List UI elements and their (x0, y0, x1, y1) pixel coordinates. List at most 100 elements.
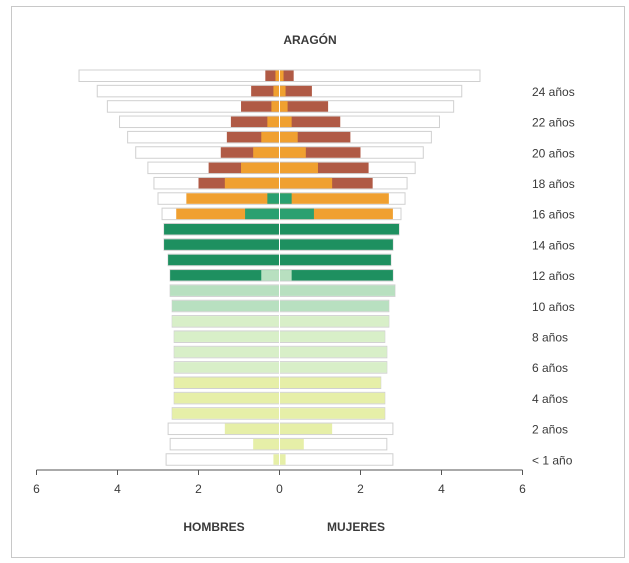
age-label: 20 años (532, 146, 575, 160)
bar-men-seg0-age-12 (170, 270, 280, 281)
bar-women-seg0-age-12 (279, 270, 393, 281)
bar-men-seg0-age-23 (241, 101, 280, 112)
bar-men-seg1-age-17 (267, 193, 280, 204)
bar-men-seg0-age-7 (174, 346, 280, 358)
bar-women-seg0-age-4 (279, 392, 385, 404)
bar-men-seg0-age-20 (220, 147, 280, 158)
age-label: 14 años (532, 238, 575, 252)
age-label: 10 años (532, 300, 575, 314)
women-label: MUJERES (327, 520, 385, 534)
bar-women-seg0-age-24 (279, 85, 312, 97)
bar-women-seg0-age-1 (279, 438, 304, 450)
bar-women-seg1-age-24 (279, 85, 286, 97)
bar-men-seg0-age-9 (172, 316, 280, 327)
bar-men-total-age-25 (78, 69, 281, 82)
bar-men-seg1-age-19 (241, 162, 280, 174)
bar-women-seg0-age-3 (279, 408, 385, 419)
bar-men-seg0-age-13 (168, 254, 280, 266)
age-label: 12 años (532, 269, 575, 283)
x-tick-label: 2 (357, 482, 364, 496)
chart-frame (11, 6, 625, 558)
bar-men-seg0-age-3 (172, 408, 280, 419)
bar-women-seg0-age-11 (279, 285, 395, 296)
bar-men-seg1-age-16 (245, 208, 280, 220)
age-label: 18 años (532, 177, 575, 191)
x-tick-label: 6 (33, 482, 40, 496)
bar-women-seg0-age-16 (279, 208, 393, 220)
x-tick-label: 2 (195, 482, 202, 496)
bar-women-seg1-age-16 (279, 208, 314, 220)
bar-women-seg0-age-23 (279, 101, 329, 112)
bar-men-seg0-age-5 (174, 377, 280, 388)
bar-women-seg1-age-17 (279, 193, 292, 204)
bar-men-seg0-age-2 (224, 423, 280, 435)
bar-women-seg0-age-13 (279, 254, 391, 266)
x-tick-label: 0 (276, 482, 283, 496)
bar-men-seg1-age-23 (271, 101, 280, 112)
bar-women-seg0-age-20 (279, 147, 361, 158)
age-label: 16 años (532, 208, 575, 222)
age-label: 8 años (532, 330, 568, 344)
bar-men-seg0-age-25 (265, 70, 280, 81)
age-label: < 1 año (532, 453, 573, 467)
age-label: 22 años (532, 116, 575, 130)
bar-men-seg0-age-1 (253, 438, 280, 450)
x-axis: 6 4 2 0 2 4 6 (33, 469, 526, 496)
bar-men-seg1-age-18 (224, 177, 280, 189)
bar-women-seg1-age-18 (279, 177, 333, 189)
bar-men-seg0-age-16 (176, 208, 280, 220)
bar-men-seg0-age-21 (226, 131, 280, 143)
bar-women-seg1-age-25 (279, 70, 284, 81)
bar-men-seg0-age-0 (273, 454, 280, 465)
bar-men-seg0-age-14 (164, 239, 280, 250)
bar-women-seg0-age-8 (279, 331, 385, 342)
bar-women-seg0-age-10 (279, 300, 389, 312)
bar-women-seg0-age-2 (279, 423, 333, 435)
bar-women-seg0-age-17 (279, 193, 389, 204)
bar-men-seg1-age-24 (273, 85, 280, 97)
bar-women-seg1-age-22 (279, 116, 292, 128)
men-label: HOMBRES (183, 520, 244, 534)
bar-men-seg1-age-12 (261, 270, 280, 281)
bar-men-seg0-age-8 (174, 331, 280, 342)
bar-women-seg1-age-19 (279, 162, 318, 174)
bar-men-seg0-age-4 (174, 392, 280, 404)
age-label: 6 años (532, 361, 568, 375)
bar-women-seg0-age-7 (279, 346, 387, 358)
bar-women-seg1-age-21 (279, 131, 298, 143)
age-labels: 24 años 22 años 20 años 18 años 16 años 14 añ… (532, 85, 575, 467)
bar-men-seg0-age-24 (251, 85, 280, 97)
bar-men-seg0-age-10 (172, 300, 280, 312)
bar-men-seg1-age-20 (253, 147, 280, 158)
bar-women-seg1-age-23 (279, 101, 288, 112)
bar-women-total-age-25 (279, 69, 481, 82)
age-label: 2 años (532, 423, 568, 437)
age-label: 4 años (532, 392, 568, 406)
x-tick-label: 4 (438, 482, 445, 496)
bars-group (78, 69, 481, 466)
bar-women-seg1-age-12 (279, 270, 292, 281)
bar-women-seg0-age-25 (279, 70, 294, 81)
bar-women-seg0-age-21 (279, 131, 351, 143)
bar-women-seg0-age-9 (279, 316, 389, 327)
bar-men-total-age-0 (165, 453, 281, 466)
bar-men-seg0-age-17 (186, 193, 280, 204)
bar-men-seg0-age-6 (174, 362, 280, 373)
bar-men-seg0-age-11 (170, 285, 280, 296)
bar-women-seg0-age-14 (279, 239, 393, 250)
bar-women-seg0-age-0 (279, 454, 286, 465)
chart-title: ARAGÓN (283, 32, 336, 47)
bar-women-total-age-0 (279, 453, 394, 466)
bar-women-seg0-age-22 (279, 116, 341, 128)
bar-men-seg1-age-21 (261, 131, 280, 143)
bar-women-seg0-age-19 (279, 162, 369, 174)
age-label: 24 años (532, 85, 575, 99)
x-tick-label: 4 (114, 482, 121, 496)
bar-women-seg1-age-20 (279, 147, 306, 158)
bar-women-seg0-age-5 (279, 377, 381, 388)
x-tick-label: 6 (519, 482, 526, 496)
bar-men-seg1-age-22 (267, 116, 280, 128)
bar-men-seg0-age-15 (164, 224, 280, 235)
bar-men-seg1-age-25 (275, 70, 280, 81)
